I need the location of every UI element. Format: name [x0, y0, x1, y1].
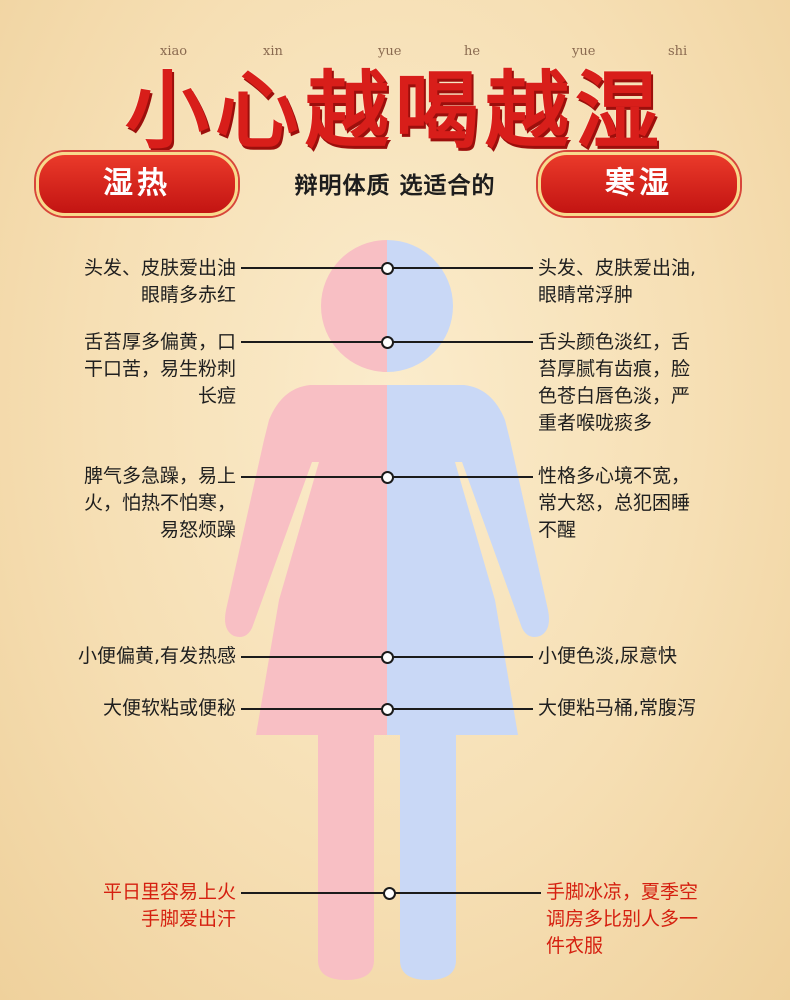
cold-damp-hands-feet-text: 手脚冰凉，夏季空 调房多比别人多一 件衣服	[546, 881, 699, 957]
cold-damp-hair-skin-text: 头发、皮肤爱出油, 眼睛常浮肿	[538, 257, 697, 306]
badge-cold-damp: 寒湿	[538, 152, 740, 216]
page-title: 小心越喝越湿	[124, 62, 665, 160]
damp-heat-urine-text: 小便偏黄,有发热感	[77, 645, 236, 667]
pinyin-6: shi	[668, 44, 688, 59]
pinyin-5: yue	[572, 44, 596, 59]
pinyin-1: xiao	[160, 44, 188, 59]
cold-damp-stool-text: 大便粘马桶,常腹泻	[538, 697, 697, 719]
damp-heat-stool-text: 大便软粘或便秘	[102, 697, 236, 719]
damp-heat-temper-text: 脾气多急躁，易上 火，怕热不怕寒， 易怒烦躁	[83, 465, 236, 541]
cold-damp-tongue-text: 舌头颜色淡红，舌 苔厚腻有齿痕，脸 色苍白唇色淡，严 重者喉咙痰多	[538, 331, 691, 434]
damp-heat-hands-feet-text: 平日里容易上火 手脚爱出汗	[102, 881, 236, 930]
badge-damp-heat: 湿热	[36, 152, 238, 216]
connector-dot-hands-feet	[383, 887, 396, 900]
damp-heat-hair-skin-text: 头发、皮肤爱出油 眼睛多赤红	[83, 257, 236, 306]
figure-right-half	[387, 240, 549, 980]
pinyin-2: xin	[263, 44, 283, 59]
subtitle: 辩明体质 选适合的	[294, 173, 496, 199]
connector-dot-temper	[381, 471, 394, 484]
pinyin-4: he	[464, 44, 481, 59]
pinyin-3: yue	[378, 44, 402, 59]
connector-dot-tongue	[381, 336, 394, 349]
connector-dot-hair-skin	[381, 262, 394, 275]
damp-heat-tongue-text: 舌苔厚多偏黄，口 干口苦，易生粉刺 长痘	[83, 331, 236, 407]
connector-dot-urine	[381, 651, 394, 664]
connector-dot-stool	[381, 703, 394, 716]
cold-damp-temper-text: 性格多心境不宽， 常大怒，总犯困睡 不醒	[538, 465, 691, 541]
cold-damp-urine-text: 小便色淡,尿意快	[538, 645, 678, 667]
